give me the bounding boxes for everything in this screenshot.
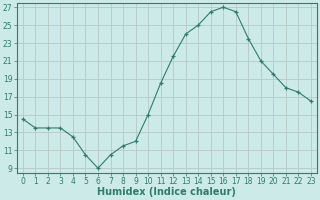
X-axis label: Humidex (Indice chaleur): Humidex (Indice chaleur) bbox=[98, 187, 236, 197]
